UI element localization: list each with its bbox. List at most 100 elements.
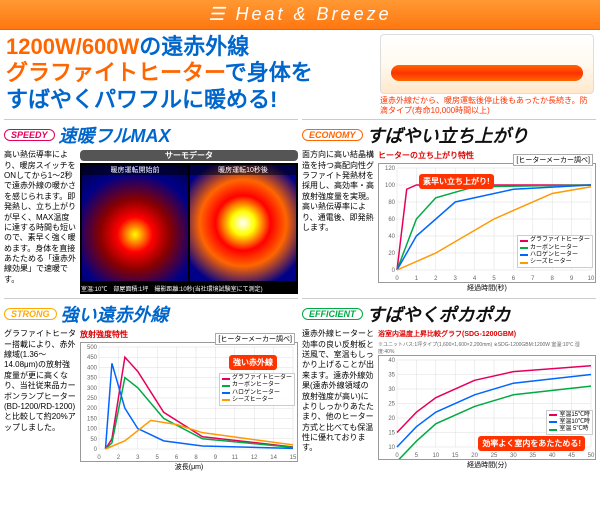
svg-text:40: 40 [549, 453, 556, 459]
svg-text:30: 30 [388, 387, 395, 393]
svg-text:15: 15 [290, 455, 297, 461]
xlabel-economy: 経過時間(秒) [378, 283, 596, 293]
title-strong: 強い遠赤外線 [61, 301, 169, 327]
xlabel-efficient: 経過時間(分) [378, 460, 596, 470]
svg-text:35: 35 [529, 453, 536, 459]
hero-tx-1: の遠赤外線 [139, 34, 249, 59]
thermo-image: 暖房運転開始前 暖房運転10秒後 [80, 163, 298, 283]
svg-text:0: 0 [94, 447, 98, 453]
badge-economy: ECONOMY [302, 129, 363, 141]
svg-text:25: 25 [388, 402, 395, 408]
thermo-right: 暖房運転10秒後 [190, 165, 296, 175]
svg-text:350: 350 [87, 376, 98, 382]
svg-text:120: 120 [385, 166, 396, 172]
svg-text:2: 2 [117, 455, 121, 461]
title-efficient: すばやくポカポカ [367, 301, 511, 327]
svg-text:100: 100 [385, 183, 396, 189]
chart-note-strong: [ヒーターメーカー調べ] [215, 333, 295, 345]
svg-text:3: 3 [136, 455, 140, 461]
svg-text:9: 9 [214, 455, 218, 461]
svg-text:0: 0 [97, 455, 101, 461]
section-economy: ECONOMY すばやい立ち上がり 面方向に高い結晶構造を持つ高配向性グラファイ… [302, 119, 596, 294]
svg-text:5: 5 [415, 453, 419, 459]
desc-efficient: 遠赤外線ヒーターと効率の良い反射板と送風で、室温もしっかり上げることが出来ます。… [302, 329, 374, 470]
hero-hl-1: 1200W/600W [6, 34, 139, 59]
section-strong: STRONG 強い遠赤外線 グラファイトヒーター搭載により、赤外線域(1.36〜… [4, 298, 298, 472]
svg-text:35: 35 [388, 373, 395, 379]
callout-efficient: 効率よく室内をあたためる! [478, 436, 585, 451]
svg-text:6: 6 [512, 276, 516, 282]
thermo-label: サーモデータ [80, 150, 298, 161]
svg-text:25: 25 [491, 453, 498, 459]
hero-tx-3: すばやくパワフルに暖める! [6, 87, 277, 112]
svg-text:30: 30 [510, 453, 517, 459]
svg-text:100: 100 [87, 427, 98, 433]
svg-text:14: 14 [270, 455, 277, 461]
svg-text:6: 6 [175, 455, 179, 461]
desc-economy: 面方向に高い結晶構造を持つ高配向性グラファイト発熱材を採用し、高効率・高放射強度… [302, 150, 374, 293]
chart-sub-efficient: ※ユニットバス:1坪タイプ(1,600×1,600×2,200mm) ※SDG-… [378, 341, 596, 355]
svg-text:50: 50 [588, 453, 595, 459]
svg-text:0: 0 [392, 268, 396, 274]
svg-text:40: 40 [388, 358, 395, 364]
svg-text:10: 10 [432, 453, 439, 459]
svg-text:400: 400 [87, 366, 98, 372]
svg-text:0: 0 [395, 276, 399, 282]
hero: 1200W/600Wの遠赤外線 グラファイトヒーターで身体を すばやくパワフルに… [0, 30, 600, 119]
svg-text:2: 2 [434, 276, 438, 282]
xlabel-strong: 波長(μm) [80, 462, 298, 472]
svg-text:20: 20 [388, 416, 395, 422]
hero-tx-2: で身体を [225, 60, 313, 85]
thermo-footer: 室温:10℃ 部屋面積:1坪 撮影距離:10秒(当社環境試験室にて測定) [80, 283, 298, 294]
title-speedy: 速暖フルMAX [59, 122, 171, 148]
badge-efficient: EFFICIENT [302, 308, 363, 320]
svg-text:8: 8 [551, 276, 555, 282]
svg-text:500: 500 [87, 345, 98, 351]
hero-text: 1200W/600Wの遠赤外線 グラファイトヒーターで身体を すばやくパワフルに… [6, 34, 374, 115]
thermo-left: 暖房運転開始前 [82, 165, 188, 175]
svg-text:50: 50 [90, 437, 97, 443]
heater-image [380, 34, 594, 94]
callout-strong: 強い赤外線 [229, 355, 277, 370]
svg-text:450: 450 [87, 355, 98, 361]
svg-text:12: 12 [251, 455, 258, 461]
svg-text:5: 5 [492, 276, 496, 282]
svg-text:60: 60 [388, 217, 395, 223]
svg-text:9: 9 [570, 276, 574, 282]
brand-header: Heat & Breeze [0, 0, 600, 30]
svg-text:11: 11 [232, 455, 239, 461]
svg-text:15: 15 [388, 431, 395, 437]
svg-text:300: 300 [87, 386, 98, 392]
svg-text:5: 5 [156, 455, 160, 461]
badge-speedy: SPEEDY [4, 129, 55, 141]
desc-speedy: 高い熱伝導率により、暖房スイッチをONしてから1〜2秒で遠赤外線の暖かさを感じら… [4, 150, 76, 294]
svg-text:10: 10 [588, 276, 595, 282]
callout-economy: 素早い立ち上がり! [419, 174, 494, 189]
svg-text:20: 20 [388, 251, 395, 257]
svg-text:20: 20 [471, 453, 478, 459]
svg-text:80: 80 [388, 200, 395, 206]
svg-text:150: 150 [87, 417, 98, 423]
svg-text:7: 7 [531, 276, 535, 282]
svg-text:200: 200 [87, 406, 98, 412]
chart-efficient: 1015202530354005101520253035404550室温15℃時… [378, 355, 596, 460]
hero-hl-2: グラファイトヒーター [6, 60, 225, 85]
section-speedy: SPEEDY 速暖フルMAX 高い熱伝導率により、暖房スイッチをONしてから1〜… [4, 119, 298, 294]
hero-caption: 遠赤外線だから、暖房運転後停止後もあったか長続き。防滴タイプ(寿命10,000時… [380, 96, 594, 115]
svg-text:10: 10 [388, 445, 395, 451]
hero-image-col: 遠赤外線だから、暖房運転後停止後もあったか長続き。防滴タイプ(寿命10,000時… [374, 34, 594, 115]
chart-economy: 020406080100120012345678910グラファイトヒーターカーボ… [378, 163, 596, 283]
chart-note-economy: [ヒーターメーカー調べ] [513, 154, 593, 166]
feature-grid: SPEEDY 速暖フルMAX 高い熱伝導率により、暖房スイッチをONしてから1〜… [0, 119, 600, 472]
svg-text:250: 250 [87, 396, 98, 402]
chart-label-efficient: 浴室内温度上昇比較グラフ(SDG-1200GBM) [378, 329, 596, 339]
svg-text:40: 40 [388, 234, 395, 240]
desc-strong: グラファイトヒーター搭載により、赤外線域(1.36〜14.08μm)の放射強度量… [4, 329, 76, 472]
title-economy: すばやい立ち上がり [367, 122, 529, 148]
svg-text:4: 4 [473, 276, 477, 282]
svg-text:8: 8 [194, 455, 198, 461]
badge-strong: STRONG [4, 308, 57, 320]
svg-text:1: 1 [415, 276, 419, 282]
svg-text:45: 45 [568, 453, 575, 459]
svg-text:3: 3 [454, 276, 458, 282]
